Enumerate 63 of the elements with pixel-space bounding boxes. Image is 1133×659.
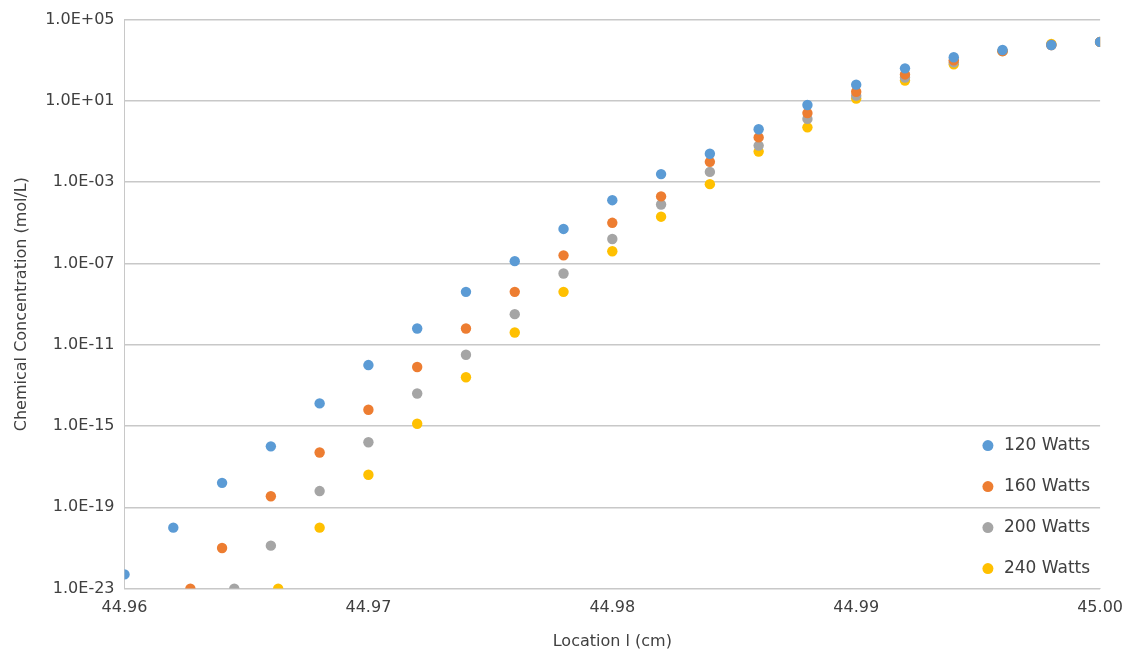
point [216, 477, 228, 489]
point [509, 286, 520, 298]
y-tick-label: 1.0E+05 [45, 8, 115, 28]
x-tick-label: 44.99 [833, 597, 880, 617]
point [168, 522, 179, 533]
point [411, 388, 423, 399]
point [314, 522, 325, 533]
y-tick-label: 1.0E+01 [45, 90, 115, 110]
point [753, 124, 764, 135]
point [265, 491, 277, 502]
point [363, 359, 374, 371]
point [314, 485, 325, 497]
point [363, 437, 374, 448]
x-tick-label: 44.96 [101, 597, 148, 617]
y-tick-label: 1.0E-23 [52, 577, 115, 597]
point [314, 398, 325, 409]
point [460, 286, 472, 298]
point [655, 191, 667, 202]
point [460, 349, 472, 360]
legend-label: 240 Watts [1003, 557, 1091, 578]
point [607, 233, 618, 245]
legend-label: 160 Watts [1003, 475, 1091, 496]
point [851, 79, 862, 90]
point [460, 323, 472, 334]
x-tick-label: 44.98 [589, 597, 636, 617]
x-axis-title: Location l (cm) [552, 630, 672, 650]
point [704, 178, 716, 190]
point [899, 63, 911, 74]
point [314, 447, 325, 458]
point [411, 418, 423, 429]
point [216, 542, 228, 554]
point [802, 99, 813, 111]
x-tick-label: 44.97 [345, 597, 392, 617]
point [411, 361, 423, 373]
y-tick-label: 1.0E-15 [52, 415, 115, 435]
y-tick-label: 1.0E-11 [52, 333, 115, 353]
y-tick-label: 1.0E-03 [52, 171, 115, 191]
point [607, 194, 618, 206]
y-tick-label: 1.0E-07 [52, 252, 115, 272]
x-tick-label: 45.00 [1077, 597, 1123, 617]
point [265, 540, 277, 551]
y-axis-title: Chemical Concentration (mol/L) [10, 177, 30, 432]
point [607, 246, 618, 257]
point [704, 148, 716, 159]
point [558, 250, 569, 261]
point [704, 166, 716, 178]
point [363, 469, 374, 480]
legend-label: 200 Watts [1003, 516, 1091, 537]
point [655, 211, 667, 222]
point [558, 286, 569, 298]
point [460, 372, 472, 383]
point [509, 327, 520, 338]
y-tick-label: 1.0E-19 [52, 496, 115, 516]
point [558, 268, 569, 279]
point [509, 308, 520, 320]
point [411, 323, 423, 334]
legend-label: 120 Watts [1003, 434, 1091, 455]
point [509, 255, 520, 267]
point [607, 217, 618, 229]
point [655, 168, 667, 180]
point [363, 404, 374, 415]
point [265, 441, 277, 452]
point [558, 223, 569, 235]
